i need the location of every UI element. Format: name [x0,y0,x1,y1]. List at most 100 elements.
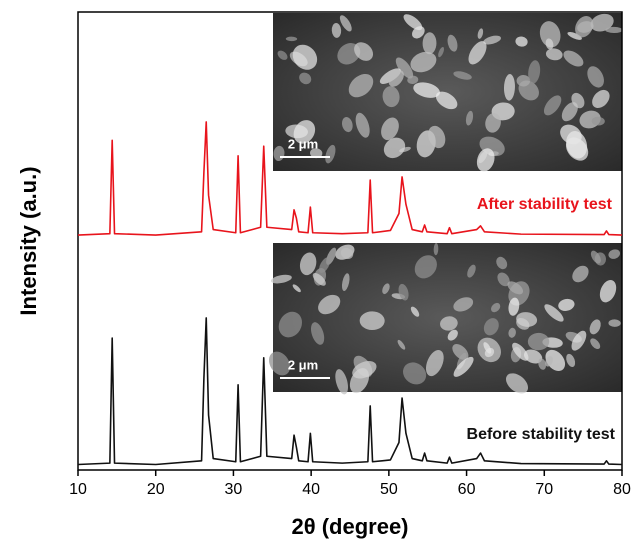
scale-bar-label: 2 μm [288,357,318,372]
sem-flake [422,32,437,55]
sem-flake [318,294,341,315]
sem-flake [503,74,515,101]
sem-flake [292,44,318,70]
sem-flake [496,256,508,270]
sem-flake [341,273,350,292]
sem-flake [516,75,531,87]
sem-flake [438,46,445,58]
sem-flake [605,26,623,34]
sem-flake [545,38,554,50]
sem-flake [381,117,399,141]
sem-flake [355,112,370,138]
sem-flake [410,51,437,73]
sem-flake [382,283,390,295]
sem-flake [312,272,326,286]
series-label: Before stability test [467,426,616,443]
sem-flake [270,274,292,284]
sem-flake [528,60,541,84]
sem-flake [491,302,501,313]
sem-flake [572,265,589,283]
sem-flake [325,144,336,164]
sem-flake [468,41,487,65]
sem-flake [433,243,439,256]
sem-flake [545,349,566,371]
sem-flake [395,57,414,79]
sem-flake [354,42,374,61]
sem-image [273,13,622,171]
sem-flake [599,279,617,303]
sem-flake [410,306,420,317]
sem-flake [310,148,323,159]
x-axis-title: 2θ (degree) [291,514,408,539]
sem-flake [561,102,578,122]
sem-flake [407,75,419,84]
sem-flake [545,48,563,61]
sem-flake [453,356,474,377]
sem-flake [440,316,458,331]
x-tick-label: 50 [380,481,398,498]
scale-bar-label: 2 μm [288,136,318,151]
sem-flake [539,21,561,48]
sem-flake [292,284,301,293]
sem-flake [299,72,312,85]
sem-flake [310,322,325,345]
sem-flake [571,92,585,109]
plot-frame [77,11,623,471]
sem-flake [571,330,587,351]
x-tick-label: 70 [535,481,553,498]
sem-flake [497,272,510,287]
sem-flake [560,124,582,145]
sem-flake [348,73,374,98]
series-label: After stability test [477,196,613,213]
sem-flake [590,13,614,32]
sem-flake [515,36,528,47]
sem-flake [558,298,575,311]
y-axis-title: Intensity (a.u.) [16,166,41,315]
sem-flake [563,50,584,67]
sem-flake [428,125,446,149]
sem-flake [608,249,621,259]
x-tick-label: 30 [225,481,243,498]
sem-flake [512,342,529,361]
sem-flake [589,319,601,335]
x-tick-label: 40 [302,481,320,498]
sem-flake [335,369,348,395]
sem-flake [544,304,564,322]
sem-flake [453,297,474,312]
sem-flake [508,297,520,316]
sem-flake [339,15,352,32]
sem-flake [413,82,440,98]
sem-flake [447,34,458,52]
sem-flake [398,283,409,301]
sem-flake [527,332,550,351]
sem-flake [538,358,547,370]
sem-flake [403,362,427,385]
sem-flake [388,70,404,87]
sem-flake [414,255,437,279]
sem-flake [299,252,317,276]
xrd-line [77,317,623,466]
sem-flake [467,264,476,278]
sem-flake [590,250,601,264]
sem-flake [465,110,474,126]
sem-flake [516,312,538,327]
sem-flake [543,95,562,116]
sem-flake [278,311,303,338]
sem-flake [587,66,604,88]
sem-flake [331,22,342,38]
sem-insets: 2 μm 2 μm [268,13,623,395]
x-tick-label: 20 [147,481,165,498]
sem-flake [277,50,288,60]
sem-flake [567,31,582,40]
sem-flake [483,342,492,354]
sem-flake [483,35,501,45]
sem-flake [268,351,291,376]
sem-flake [575,16,594,38]
sem-flake [477,28,484,39]
x-tick-label: 10 [69,481,87,498]
sem-flake [566,353,576,368]
sem-flake [382,86,400,108]
sem-flake [340,247,354,260]
sem-flake [523,349,543,364]
